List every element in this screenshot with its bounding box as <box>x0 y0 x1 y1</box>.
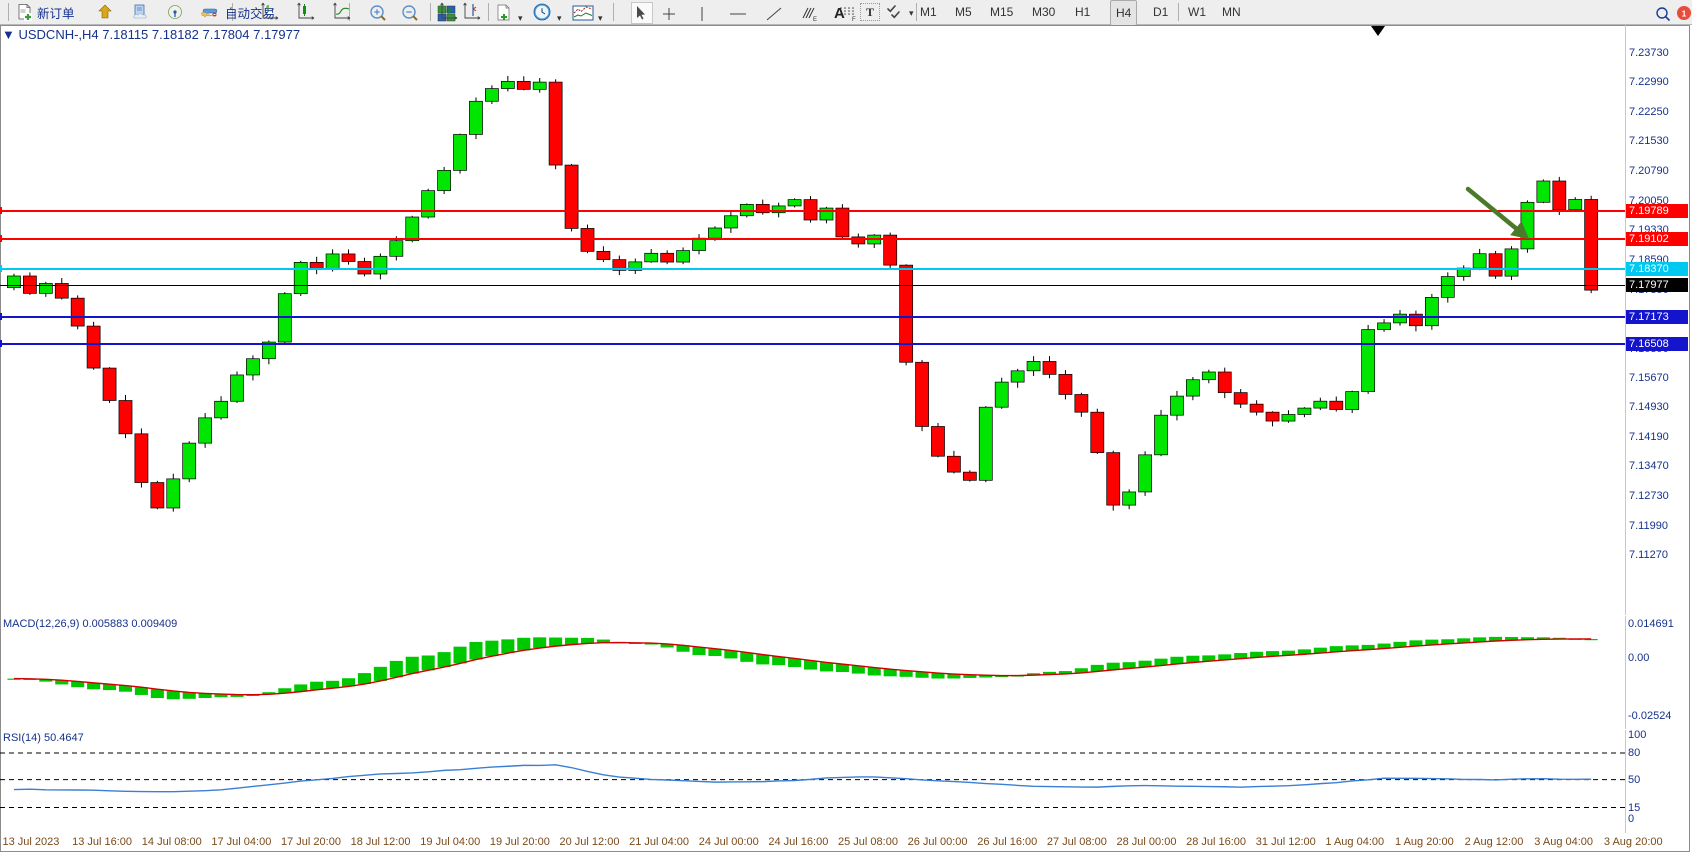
svg-text:1: 1 <box>1682 9 1687 19</box>
svg-text:E: E <box>813 17 817 22</box>
svg-text:F: F <box>852 17 856 22</box>
